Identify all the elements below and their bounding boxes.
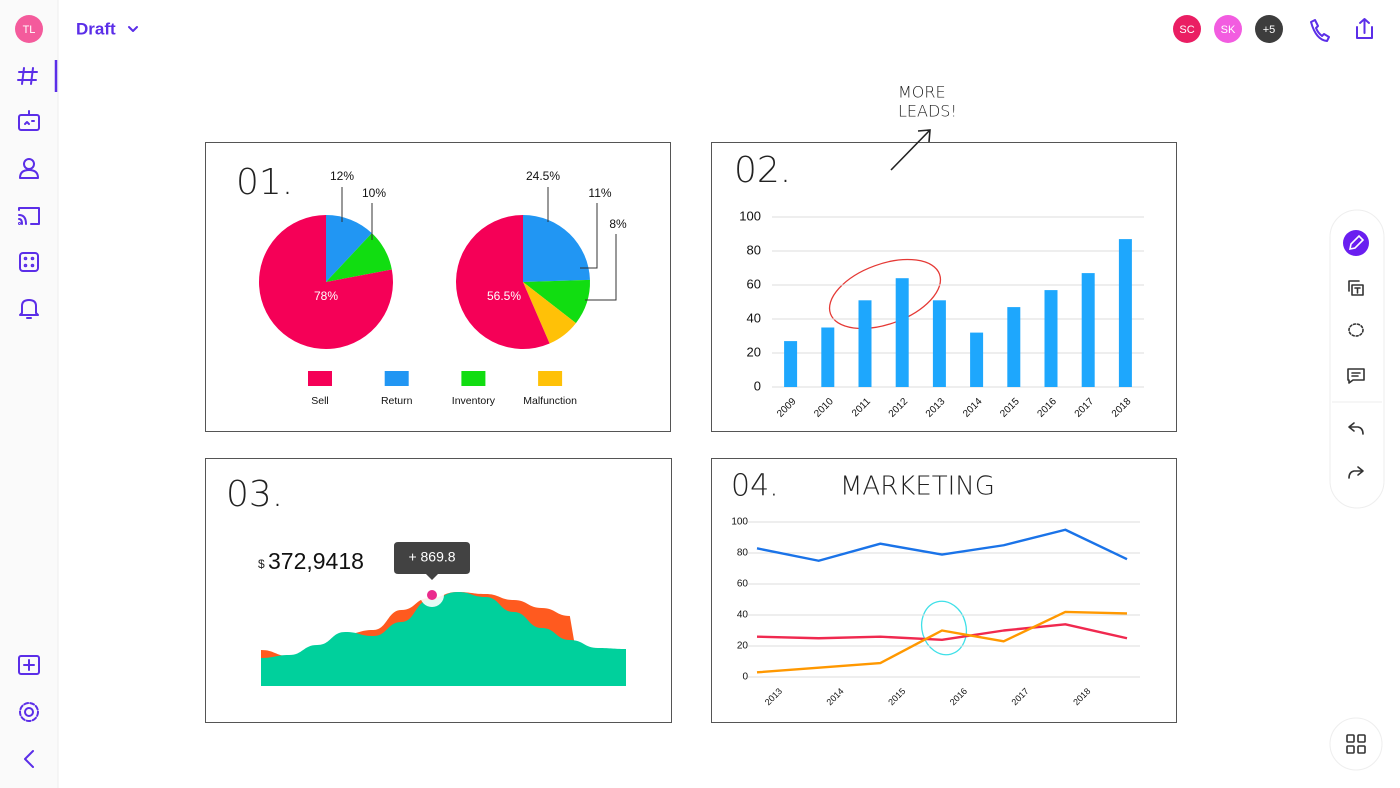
highlight-circle [828, 258, 942, 330]
apps-grid-button[interactable] [1329, 717, 1383, 771]
line [756, 610, 1128, 674]
bar [970, 332, 984, 387]
annotation: MORE [898, 83, 946, 102]
comment-tool[interactable] [1347, 368, 1365, 384]
y-tick-label: 40 [747, 310, 761, 325]
collapse[interactable] [24, 750, 34, 768]
undo[interactable] [1348, 422, 1364, 435]
legend-label: Sell [311, 395, 329, 407]
legend-label: Return [381, 395, 413, 407]
nav-channels[interactable] [17, 67, 38, 85]
board-title[interactable]: Draft [76, 19, 116, 38]
bar [1081, 273, 1095, 387]
settings[interactable] [19, 702, 39, 722]
data-label: 10% [362, 186, 386, 200]
panel-label: 04. [731, 469, 779, 504]
pie-slice [326, 215, 372, 282]
pie-slice [523, 282, 576, 344]
nav-games[interactable] [19, 252, 39, 272]
collaborator-initials: SC [1179, 24, 1194, 36]
data-label: 78% [314, 289, 338, 303]
pen-tool[interactable] [1343, 230, 1369, 256]
bar [821, 327, 835, 387]
toolbar [1329, 209, 1385, 509]
legend-swatch [384, 371, 409, 386]
collaborator-initials: SK [1221, 24, 1236, 36]
panel-label: 03. [226, 474, 283, 515]
pie-slice [326, 233, 392, 282]
pie-slice [523, 215, 590, 282]
pie-slice [523, 279, 590, 324]
charts: 78% 12% 10% 56.5% 24.5% 11% 8% Sell Return Invent… [258, 169, 1144, 707]
data-label: 8% [609, 217, 627, 231]
tooltip-text: + 869.8 [408, 549, 455, 565]
legend-swatch [308, 371, 332, 386]
share-button[interactable] [1356, 18, 1373, 39]
nav-apps[interactable] [18, 110, 40, 131]
apps-grid-icon [1346, 734, 1366, 754]
data-label: 12% [330, 169, 354, 183]
lasso-tool[interactable] [1348, 323, 1364, 337]
add-board[interactable] [18, 655, 40, 675]
collaborator-avatar[interactable] [1173, 15, 1201, 43]
y-tick-label: 20 [747, 344, 761, 359]
annotation-arrow [890, 129, 931, 171]
y-tick-label: 100 [731, 517, 748, 528]
leader-line [580, 203, 598, 269]
line [756, 528, 1128, 562]
line [756, 623, 1128, 641]
data-label: 11% [588, 186, 611, 200]
legend-label: Malfunction [523, 395, 577, 407]
y-tick-label: 80 [737, 548, 749, 559]
text-tool[interactable] [1348, 280, 1364, 296]
pen-icon [1348, 234, 1365, 251]
tooltip-box [394, 542, 470, 580]
hover-point [427, 590, 437, 600]
area [261, 592, 626, 686]
data-label: 24.5% [526, 169, 560, 183]
y-tick-label: 0 [754, 378, 761, 393]
legend-label: Inventory [452, 395, 496, 407]
leader-line [585, 234, 617, 301]
y-tick-label: 40 [737, 610, 749, 621]
bar [784, 341, 798, 387]
nav-profile[interactable] [19, 158, 39, 179]
y-tick-label: 100 [739, 208, 761, 223]
y-tick-label: 60 [747, 276, 761, 291]
bar [858, 300, 872, 387]
user-avatar[interactable] [15, 15, 43, 43]
nav-cast[interactable] [18, 207, 40, 225]
panel-label: 02. [734, 150, 791, 191]
pie-slice [455, 215, 550, 349]
highlight-circle [920, 600, 968, 656]
collaborator-avatar[interactable] [1214, 15, 1242, 43]
bar [1007, 307, 1021, 387]
bar [1118, 239, 1132, 387]
chart-title: MARKETING [840, 472, 995, 502]
panel-label: 01. [236, 162, 293, 203]
y-tick-label: 20 [737, 641, 749, 652]
total-value: 372,9418 [268, 548, 364, 574]
redo[interactable] [1348, 466, 1364, 479]
call-button[interactable] [1310, 19, 1330, 42]
bar [895, 278, 909, 387]
collaborator-count: +5 [1263, 24, 1276, 36]
user-initials: TL [23, 24, 36, 36]
annotation: LEADS! [898, 102, 957, 121]
title-dropdown[interactable] [128, 26, 138, 32]
bar [932, 300, 946, 387]
bar [1044, 290, 1058, 387]
y-tick-label: 80 [747, 242, 761, 257]
panel [711, 458, 1177, 723]
pie-slice [259, 215, 393, 349]
y-tick-label: 60 [737, 579, 749, 590]
legend-swatch [461, 371, 486, 386]
y-tick-label: 0 [742, 672, 748, 683]
collaborator-more[interactable] [1255, 15, 1283, 43]
data-label: 56.5% [487, 289, 521, 303]
legend-swatch [538, 371, 563, 386]
nav-notifications[interactable] [19, 299, 39, 319]
currency-symbol: $ [258, 557, 265, 571]
